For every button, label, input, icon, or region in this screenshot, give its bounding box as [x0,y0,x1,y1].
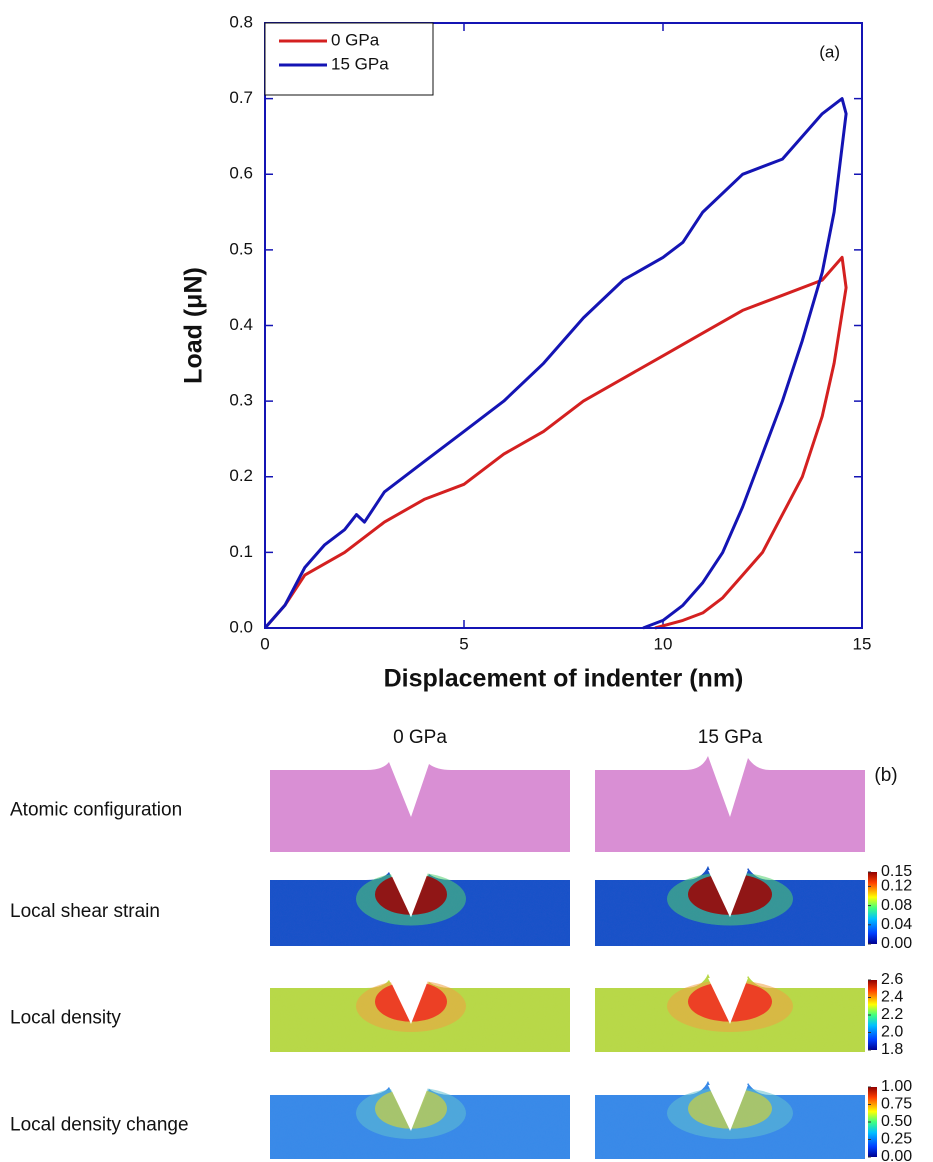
y-tick-label: 0.0 [229,617,253,636]
sample-body [595,1081,865,1159]
sample-image [595,756,865,852]
colorbar-tick-label: 0.04 [881,916,912,933]
colorbar [868,980,877,1050]
legend-label: 15 GPa [331,54,389,73]
x-tick-label: 0 [260,634,269,653]
y-tick-label: 0.6 [229,164,253,183]
colorbar [868,1087,877,1157]
x-axis-title: Displacement of indenter (nm) [384,665,744,693]
sample-body [595,756,865,852]
sample-image [595,866,865,946]
indent [389,1085,429,1131]
y-tick-label: 0.4 [229,315,253,334]
sample-body [270,762,570,852]
sample-image [270,978,570,1052]
indent [708,978,748,1024]
colorbar-tick-label: 1.00 [881,1078,912,1095]
y-tick-label: 0.5 [229,239,253,258]
y-tick-label: 0.1 [229,542,253,561]
column-header: 0 GPa [393,727,447,748]
colorbar-tick-label: 0.00 [881,935,912,952]
colorbar [868,872,877,944]
column-header: 15 GPa [698,727,763,748]
colorbar-tick-label: 0.08 [881,897,912,914]
x-tick-label: 5 [459,634,468,653]
colorbar-tick-label: 0.12 [881,878,912,895]
y-tick-label: 0.2 [229,466,253,485]
row-label: Atomic configuration [10,800,182,821]
sample-image [595,1081,865,1159]
y-axis-title: Load (μN) [180,267,208,384]
y-tick-label: 0.7 [229,88,253,107]
plot-frame [264,22,863,629]
y-tick-label: 0.3 [229,391,253,410]
indent [708,870,748,918]
colorbar-tick-label: 1.8 [881,1041,903,1058]
data-line [263,255,848,630]
sample-image [270,1085,570,1159]
colorbar-tick-label: 2.0 [881,1024,903,1041]
row-label: Local shear strain [10,901,160,922]
legend-box [264,22,434,96]
colorbar-tick-label: 2.2 [881,1006,903,1023]
sample-image [270,762,570,852]
indent [708,1085,748,1131]
row-label: Local density [10,1008,121,1029]
sample-image [270,870,570,946]
colorbar-tick-label: 0.75 [881,1096,912,1113]
panel-label: (b) [874,765,897,786]
colorbar-tick-label: 0.00 [881,1148,912,1162]
colorbar-tick-label: 2.4 [881,989,903,1006]
colorbar-tick-label: 2.6 [881,971,903,988]
data-line [263,97,848,630]
colorbar-tick-label: 0.15 [881,863,912,880]
legend-label: 0 GPa [331,30,380,49]
x-tick-label: 15 [853,634,872,653]
colorbar-tick-label: 0.25 [881,1131,912,1148]
panel-label: (a) [819,42,840,61]
indent [389,978,429,1024]
x-tick-label: 10 [654,634,673,653]
sample-body [595,866,865,946]
sample-body [595,974,865,1052]
row-label: Local density change [10,1115,189,1136]
y-tick-label: 0.8 [229,12,253,31]
colorbar-tick-label: 0.50 [881,1113,912,1130]
sample-image [595,974,865,1052]
indent [389,870,429,918]
